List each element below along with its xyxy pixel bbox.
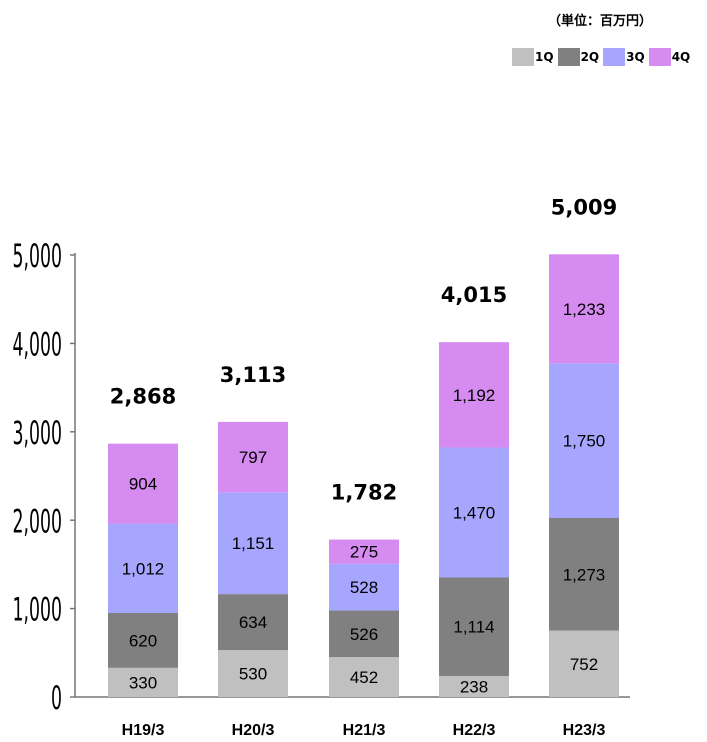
bar-segment-1q <box>549 630 619 697</box>
legend-swatch <box>648 48 671 66</box>
legend-swatch <box>512 48 534 66</box>
legend-label: 3Q <box>626 50 645 64</box>
bar-segment-4q <box>439 342 509 448</box>
legend-swatch <box>557 48 580 66</box>
bar-segment-4q <box>108 443 178 524</box>
unit-label: （単位：百万円） <box>548 14 653 29</box>
bar-segment-1q <box>329 657 399 697</box>
legend: 1Q 2Q 3Q 4Q <box>512 48 690 66</box>
x-category-label: H19/3 <box>122 722 165 739</box>
segment-value-label: 752 <box>570 655 598 674</box>
bar-segment-3q <box>108 523 178 614</box>
bar-segment-4q <box>218 421 288 493</box>
y-tick-label: 3,000 <box>13 415 62 452</box>
bar-total-label: 2,868 <box>110 385 176 409</box>
bar-segment-2q <box>218 594 288 651</box>
legend-item-4q: 4Q <box>648 48 691 66</box>
segment-value-label: 528 <box>350 578 378 597</box>
x-category-label: H22/3 <box>453 722 496 739</box>
segment-value-label: 1,273 <box>563 565 606 584</box>
bar-segment-3q <box>549 363 619 518</box>
bar-total-label: 4,015 <box>441 283 507 307</box>
segment-value-label: 634 <box>239 613 267 632</box>
segment-value-label: 238 <box>460 677 488 696</box>
bar-segment-2q <box>329 610 399 658</box>
y-tick-label: 0 <box>51 680 62 717</box>
segment-value-label: 526 <box>350 625 378 644</box>
bar-total-label: 1,782 <box>331 481 397 505</box>
bar-total-label: 5,009 <box>551 195 617 219</box>
bar-total-label: 3,113 <box>220 363 286 387</box>
segment-value-label: 797 <box>239 448 267 467</box>
segment-value-label: 330 <box>129 673 157 692</box>
legend-swatch <box>603 48 626 66</box>
bar-segment-2q <box>439 577 509 676</box>
bar-segment-4q <box>329 539 399 564</box>
segment-value-label: 1,233 <box>563 300 606 319</box>
bar-segment-1q <box>439 675 509 697</box>
y-tick-label: 5,000 <box>13 238 62 275</box>
bar-segment-2q <box>108 613 178 668</box>
segment-value-label: 1,151 <box>232 534 275 553</box>
x-category-label: H20/3 <box>232 722 275 739</box>
legend-item-2q: 2Q <box>557 48 600 66</box>
legend-item-3q: 3Q <box>603 48 645 66</box>
segment-value-label: 1,192 <box>453 386 496 405</box>
segment-value-label: 620 <box>129 631 157 650</box>
bar-segment-4q <box>549 254 619 364</box>
segment-value-label: 1,012 <box>122 559 165 578</box>
legend-label: 4Q <box>671 50 691 64</box>
x-category-label: H23/3 <box>563 722 606 739</box>
bar-segment-3q <box>218 492 288 595</box>
y-tick-label: 4,000 <box>13 327 62 364</box>
legend-label: 1Q <box>535 50 554 64</box>
segment-value-label: 1,750 <box>563 432 606 451</box>
segment-value-label: 530 <box>239 665 267 684</box>
segment-value-label: 904 <box>129 475 157 494</box>
bar-segment-3q <box>439 447 509 578</box>
legend-label: 2Q <box>580 50 600 64</box>
segment-value-label: 275 <box>350 543 378 562</box>
y-tick-label: 2,000 <box>13 504 62 541</box>
segment-value-label: 1,114 <box>453 618 494 637</box>
legend-item-1q: 1Q <box>512 48 554 66</box>
segment-value-label: 1,470 <box>453 504 496 523</box>
segment-value-label: 452 <box>350 668 378 687</box>
bar-segment-1q <box>218 650 288 697</box>
y-tick-label: 1,000 <box>13 592 62 629</box>
bar-segment-1q <box>108 667 178 697</box>
x-category-label: H21/3 <box>343 722 386 739</box>
bar-segment-3q <box>329 563 399 611</box>
bar-segment-2q <box>549 517 619 631</box>
